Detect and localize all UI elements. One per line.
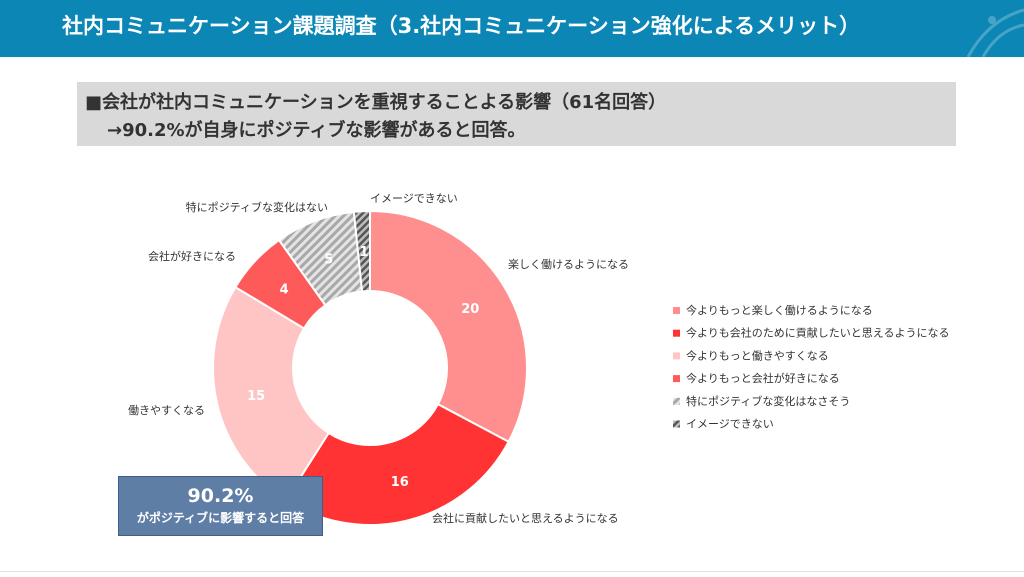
legend-entry: イメージできない: [686, 418, 774, 431]
slice-value-label: 15: [247, 389, 265, 404]
summary-line-2: →90.2%が自身にポジティブな影響があると回答。: [107, 120, 526, 141]
slice-category-label: 楽しく働けるようになる: [508, 258, 629, 271]
donut-slice-3: [212, 285, 331, 502]
legend-entry: 今よりも会社のために貢献したいと思えるようになる: [686, 326, 949, 340]
decorative-wave-icon: [966, 8, 1024, 57]
legend-entry: 今よりもっと会社が好きになる: [686, 371, 840, 385]
legend-swatch: [673, 307, 680, 314]
slice-value-label: 16: [391, 475, 409, 490]
slice-value-label: 4: [280, 283, 289, 298]
legend-entry: 特にポジティブな変化はなさそう: [686, 394, 850, 408]
legend-entry: 今よりもっと楽しく働けるようになる: [686, 303, 873, 317]
page-title: 社内コミュニケーション課題調査（3.社内コミュニケーション強化によるメリット）: [62, 14, 861, 38]
legend-swatch: [673, 375, 680, 383]
result-callout: 90.2% がポジティブに影響すると回答: [118, 476, 323, 536]
donut-slice-6: [352, 209, 371, 293]
callout-percent: 90.2%: [187, 485, 254, 507]
slice-category-label: 会社に貢献したいと思えるようになる: [432, 511, 619, 525]
legend-swatch: [673, 397, 680, 405]
slice-category-label: 働きやすくなる: [128, 404, 205, 417]
slice-category-label: 特にポジティブな変化はない: [186, 200, 328, 214]
callout-text: がポジティブに影響すると回答: [136, 511, 305, 525]
footer-divider: [0, 571, 1024, 572]
slice-category-label: イメージできない: [370, 192, 458, 205]
legend-swatch: [673, 352, 680, 360]
donut-slice-1: [369, 209, 528, 444]
summary-line-1: ■会社が社内コミュニケーションを重視することよる影響（61名回答）: [85, 92, 667, 113]
header-bar: 社内コミュニケーション課題調査（3.社内コミュニケーション強化によるメリット）: [0, 0, 1024, 57]
legend-entry: 今よりもっと働きやすくなる: [686, 348, 829, 362]
slice-value-label: 5: [324, 253, 333, 268]
slice-category-label: 会社が好きになる: [148, 249, 236, 263]
summary-box: ■会社が社内コミュニケーションを重視することよる影響（61名回答） →90.2%…: [77, 82, 956, 146]
slice-value-label: 20: [461, 302, 479, 317]
slice-value-label: 1: [359, 245, 368, 260]
legend-swatch: [673, 329, 680, 337]
legend-swatch: [673, 420, 680, 428]
